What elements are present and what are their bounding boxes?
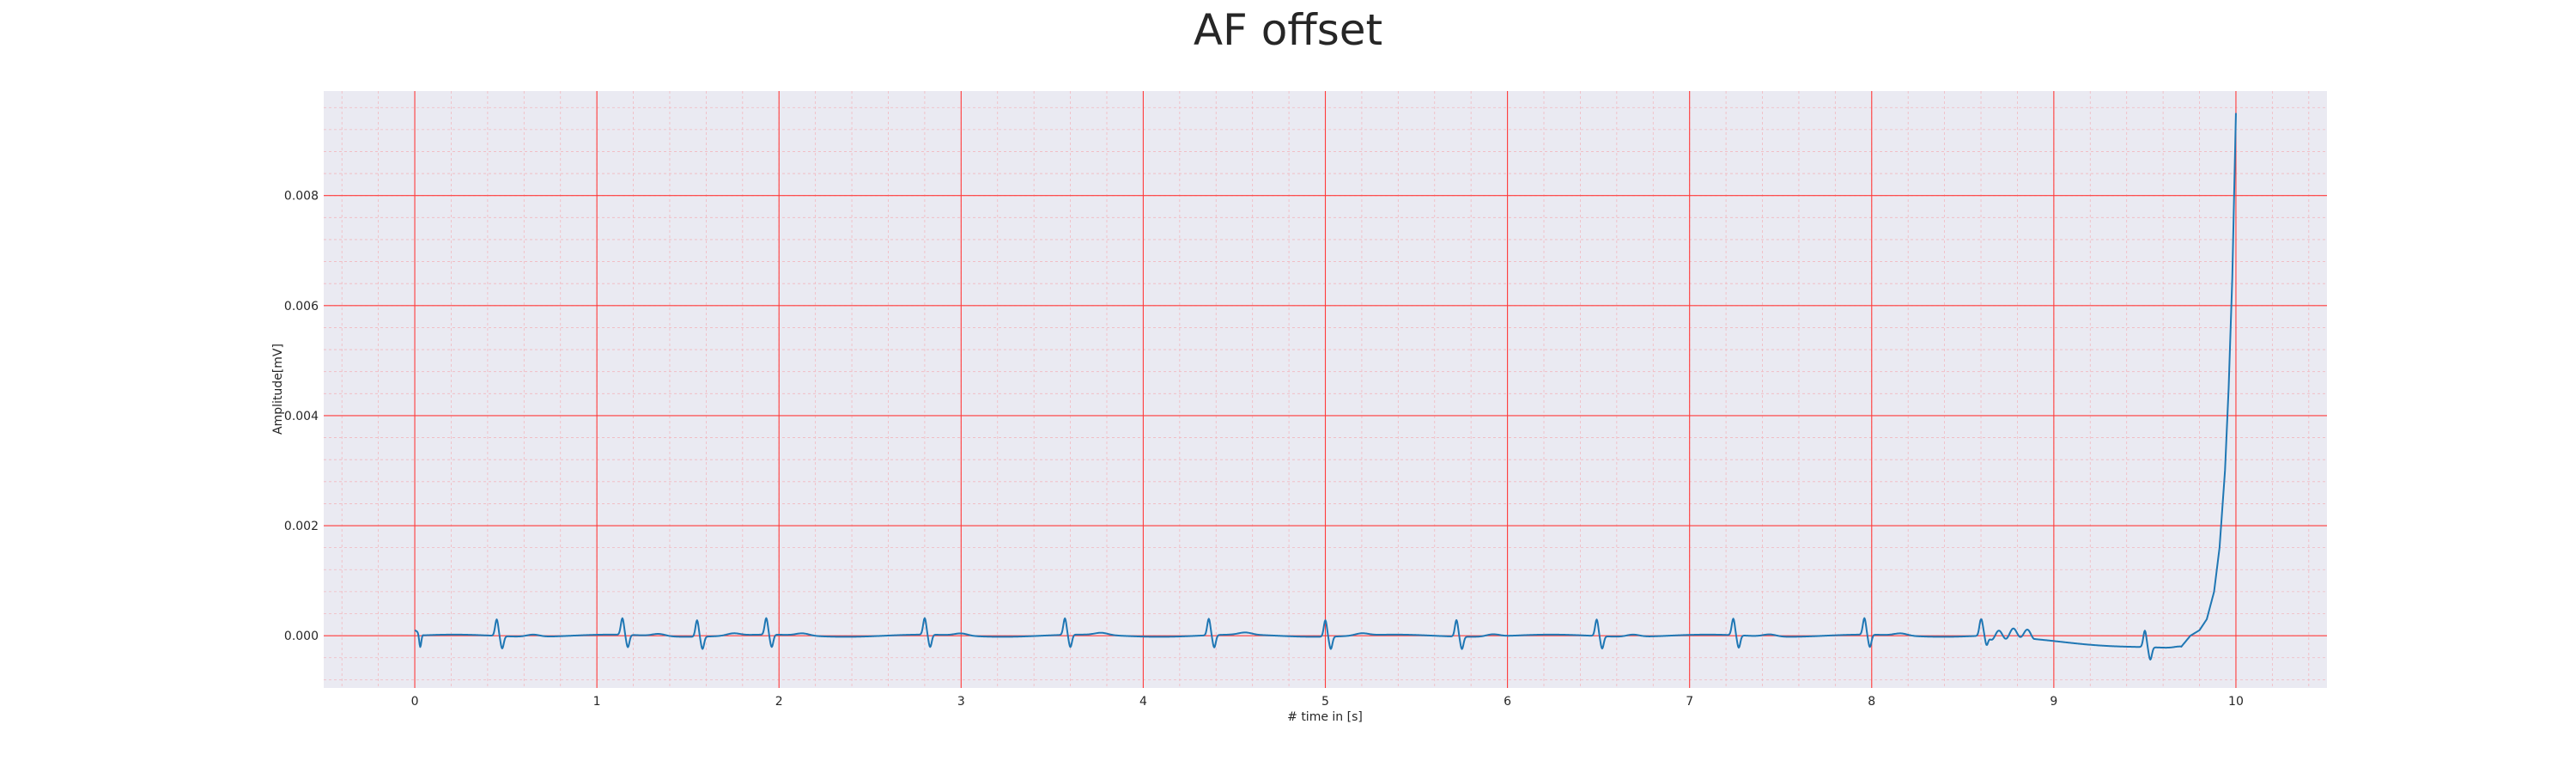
- x-tick-label: 10: [2228, 695, 2244, 709]
- y-axis-label: Amplitude[mV]: [271, 344, 285, 435]
- x-axis-label: # time in [s]: [1287, 710, 1363, 724]
- series-layer: [414, 113, 2237, 660]
- x-tick-label: 0: [411, 695, 419, 709]
- major-grid: [324, 91, 2327, 688]
- x-tick-labels: 0 1 2 3 4 5 6 7 8 9 10: [411, 695, 2244, 709]
- x-tick-label: 5: [1321, 695, 1329, 709]
- x-tick-label: 3: [957, 695, 965, 709]
- series-line: [414, 113, 2237, 660]
- chart-title: AF offset: [1194, 5, 1382, 55]
- x-tick-label: 7: [1686, 695, 1693, 709]
- y-tick-label: 0.006: [284, 300, 319, 313]
- x-tick-label: 1: [593, 695, 601, 709]
- y-tick-label: 0.002: [284, 520, 319, 533]
- y-tick-label: 0.000: [284, 630, 319, 643]
- x-tick-label: 9: [2050, 695, 2057, 709]
- x-tick-label: 8: [1868, 695, 1875, 709]
- y-tick-label: 0.008: [284, 190, 319, 204]
- y-tick-labels: 0.000 0.002 0.004 0.006 0.008: [284, 190, 319, 643]
- x-tick-label: 2: [775, 695, 783, 709]
- x-tick-label: 4: [1139, 695, 1147, 709]
- x-tick-label: 6: [1504, 695, 1511, 709]
- y-tick-label: 0.004: [284, 410, 319, 423]
